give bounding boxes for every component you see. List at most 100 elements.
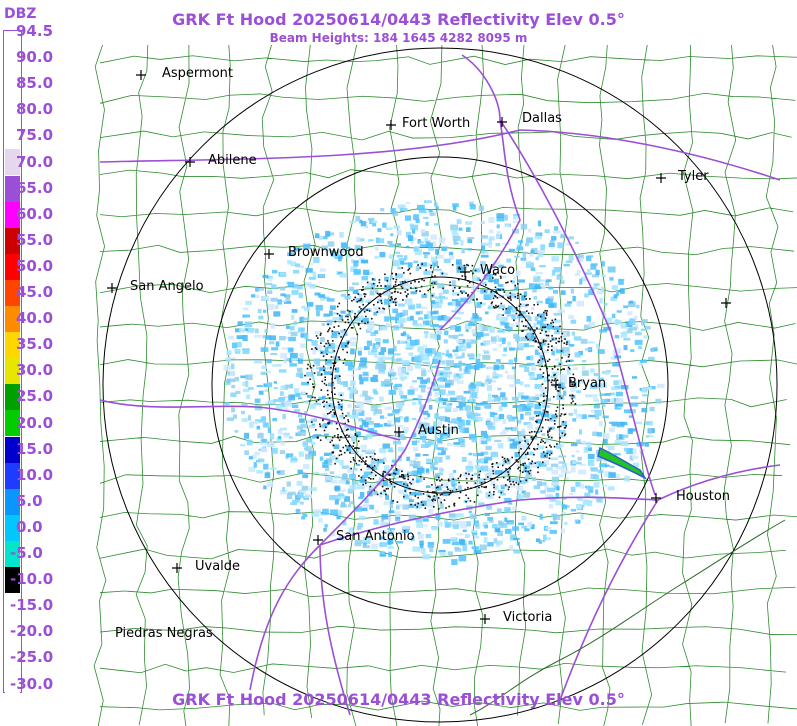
echo-cell (509, 347, 515, 351)
echo-cell (489, 274, 493, 278)
echo-speckle (383, 308, 386, 310)
echo-speckle (380, 302, 383, 305)
echo-speckle (551, 335, 553, 337)
echo-cell (423, 254, 428, 259)
echo-speckle (489, 271, 491, 273)
echo-cell (393, 409, 400, 413)
echo-cell (438, 292, 443, 299)
echo-cell (512, 405, 520, 408)
echo-cell (374, 352, 378, 358)
echo-cell (471, 437, 477, 443)
echo-cell (334, 344, 342, 349)
echo-speckle (537, 346, 540, 348)
echo-cell (356, 432, 361, 438)
echo-cell (349, 393, 354, 399)
echo-speckle (317, 399, 320, 401)
echo-speckle (394, 288, 397, 290)
echo-speckle (340, 406, 343, 408)
echo-cell (388, 551, 392, 558)
echo-cell (268, 276, 273, 282)
echo-cell (412, 417, 417, 420)
echo-speckle (549, 444, 551, 447)
echo-speckle (465, 494, 467, 497)
echo-speckle (429, 496, 431, 498)
echo-cell (537, 220, 542, 227)
echo-speckle (548, 430, 551, 432)
echo-cell (430, 467, 434, 471)
echo-cell (370, 483, 377, 490)
echo-cell (358, 350, 362, 356)
echo-cell (441, 247, 447, 251)
echo-cell (361, 276, 368, 281)
echo-cell (275, 404, 282, 410)
echo-cell (260, 347, 269, 352)
echo-speckle (347, 341, 350, 343)
echo-cell (504, 224, 510, 227)
echo-speckle (485, 284, 487, 286)
echo-speckle (522, 325, 525, 327)
echo-speckle (544, 326, 547, 328)
echo-speckle (307, 363, 309, 366)
echo-speckle (558, 340, 561, 343)
echo-cell (508, 323, 515, 327)
echo-speckle (540, 439, 543, 441)
echo-cell (588, 321, 596, 327)
echo-cell (489, 519, 494, 523)
echo-cell (600, 286, 605, 293)
echo-cell (509, 384, 516, 388)
echo-cell (496, 213, 505, 218)
echo-speckle (549, 340, 552, 342)
echo-cell (426, 377, 431, 383)
echo-speckle (389, 299, 392, 302)
echo-speckle (402, 299, 404, 301)
echo-speckle (353, 442, 355, 444)
echo-speckle (333, 435, 336, 437)
legend-swatch (5, 253, 20, 280)
echo-cell (620, 332, 628, 338)
echo-cell (368, 217, 375, 221)
echo-cell (351, 435, 356, 441)
echo-cell (349, 427, 355, 431)
echo-speckle (322, 401, 324, 404)
echo-cell (400, 282, 408, 287)
echo-cell (266, 359, 272, 364)
echo-speckle (382, 473, 384, 476)
echo-speckle (372, 466, 374, 469)
echo-cell (398, 468, 404, 472)
echo-speckle (524, 470, 527, 472)
echo-cell (467, 237, 475, 240)
echo-speckle (481, 485, 483, 488)
echo-speckle (537, 303, 539, 306)
echo-cell (624, 475, 631, 482)
echo-speckle (520, 314, 522, 316)
coastline (469, 519, 786, 716)
echo-cell (436, 331, 443, 335)
echo-cell (628, 319, 636, 325)
echo-cell (287, 260, 292, 265)
echo-cell (512, 506, 518, 511)
echo-speckle (484, 481, 486, 484)
echo-cell (428, 209, 433, 213)
echo-cell (412, 227, 416, 234)
echo-cell (476, 302, 482, 308)
echo-cell (520, 257, 527, 261)
echo-cell (331, 252, 339, 257)
echo-cell (575, 462, 582, 465)
echo-cell (509, 438, 515, 442)
echo-cell (576, 404, 582, 407)
echo-cell (545, 325, 549, 329)
echo-speckle (556, 379, 559, 381)
echo-speckle (405, 294, 408, 297)
echo-speckle (384, 285, 387, 287)
echo-cell (442, 374, 450, 379)
echo-cell (497, 387, 502, 391)
echo-cell (602, 432, 610, 439)
echo-cell (451, 292, 460, 296)
echo-cell (419, 422, 427, 428)
echo-cell (410, 224, 419, 231)
echo-speckle (323, 369, 325, 372)
echo-cell (570, 394, 576, 399)
echo-cell (301, 343, 306, 347)
echo-cell (543, 331, 548, 336)
echo-cell (359, 363, 367, 368)
